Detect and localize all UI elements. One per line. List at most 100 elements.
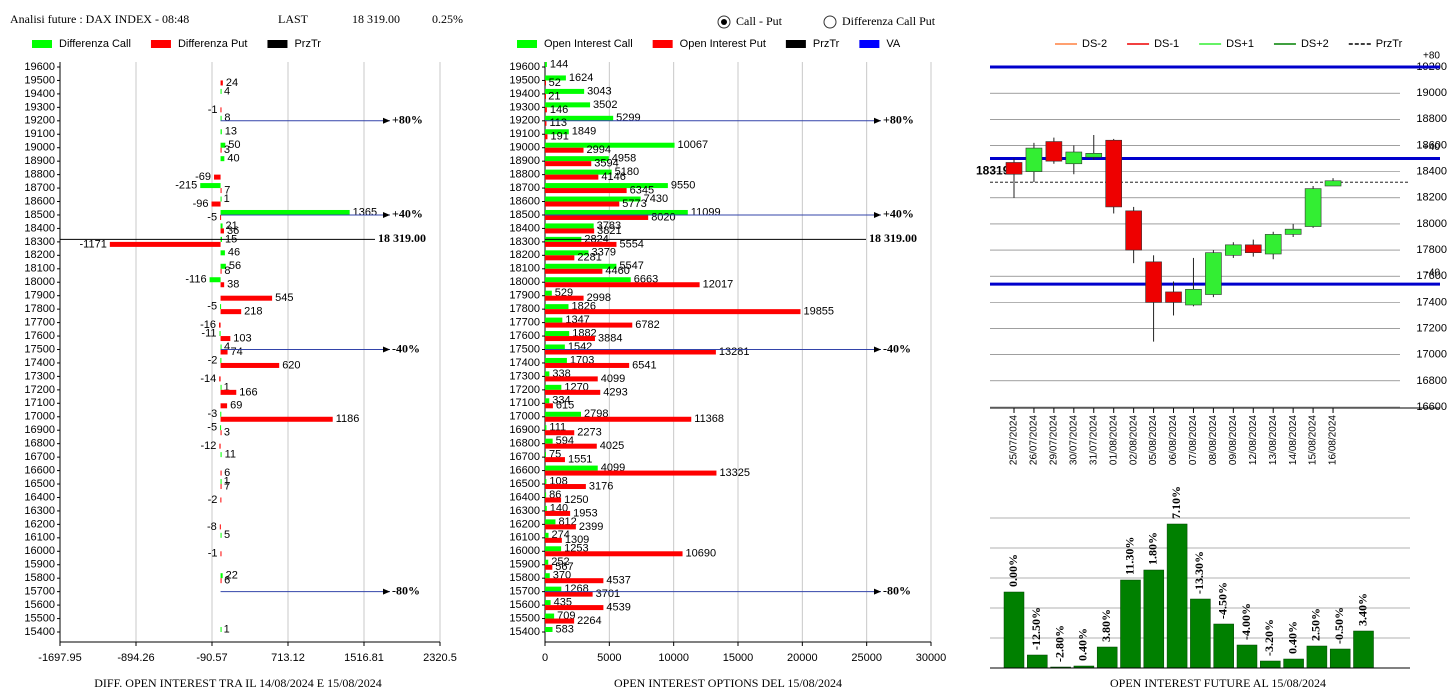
bar	[220, 188, 222, 194]
bar	[220, 268, 222, 274]
bar	[545, 161, 592, 167]
value-label: 103	[233, 332, 251, 344]
bar	[545, 532, 549, 538]
bar	[545, 290, 552, 296]
y-tick-label: 17500	[509, 343, 540, 355]
radio-diff[interactable]: Differenza Call Put	[823, 14, 936, 29]
bar	[545, 331, 570, 337]
bar	[220, 479, 222, 485]
level-label: +40%	[392, 207, 423, 221]
bar	[220, 250, 225, 256]
radio-call-put[interactable]: Call - Put	[717, 14, 783, 29]
y-tick-label: 19100	[509, 128, 540, 140]
value-label: 1551	[568, 454, 592, 466]
value-label: -16	[200, 319, 216, 331]
value-label: 5180	[615, 166, 639, 178]
value-label: 4146	[601, 171, 625, 183]
value-label: 2994	[587, 144, 611, 156]
bar	[219, 524, 221, 530]
bar	[545, 546, 562, 552]
y-tick-label: 16400	[509, 491, 540, 503]
x-tick-label: -90.57	[196, 652, 227, 664]
bar	[545, 465, 598, 471]
y-tick-label: 17400	[24, 357, 55, 369]
radio-label[interactable]: Call - Put	[736, 14, 783, 28]
bar	[219, 376, 221, 382]
bar	[545, 80, 546, 86]
value-label: 7	[224, 184, 230, 196]
y-tick-label: 17300	[24, 370, 55, 382]
bar	[220, 357, 222, 363]
candle-body	[1205, 252, 1222, 295]
value-label: 52	[549, 77, 561, 89]
legend-swatch	[32, 40, 52, 48]
bar	[545, 627, 553, 632]
value-label: 166	[239, 386, 257, 398]
x-tick-label: 15000	[723, 652, 754, 664]
y-tick-label: 15700	[509, 586, 540, 598]
y-tick-label: 19200	[24, 115, 55, 127]
y-tick-label: 15400	[24, 626, 55, 638]
bar	[220, 282, 225, 288]
value-label: 36	[227, 225, 239, 237]
bar	[545, 479, 547, 485]
value-label: 22	[226, 570, 238, 582]
bar	[545, 317, 563, 323]
bar	[220, 115, 222, 121]
y-tick-label: 18800	[24, 169, 55, 181]
x-tick-label: 713.12	[271, 652, 305, 664]
change-label: 0.40%	[1076, 628, 1090, 661]
radio-label[interactable]: Differenza Call Put	[842, 14, 936, 28]
value-label: 3783	[597, 220, 621, 232]
y-tick-label: 16000	[24, 545, 55, 557]
legend-swatch	[785, 40, 806, 48]
bar	[545, 591, 593, 597]
value-label: 3379	[591, 247, 615, 259]
x-tick-label: 16/08/2024	[1328, 415, 1339, 465]
value-label: 3	[224, 427, 230, 439]
bar	[545, 336, 595, 342]
bar	[1027, 654, 1048, 669]
level-label: +80%	[392, 113, 423, 127]
bar	[545, 559, 549, 565]
y-tick-label: 16100	[509, 532, 540, 544]
bar	[220, 228, 224, 234]
bar	[1096, 646, 1118, 669]
bar	[220, 627, 222, 632]
value-label: 191	[550, 131, 568, 143]
y-tick-label: 17800	[24, 303, 55, 315]
y-tick-label: 18700	[24, 182, 55, 194]
value-label: -1	[208, 548, 218, 560]
y-tick-label: 17400	[509, 357, 540, 369]
bar	[545, 416, 692, 422]
radio[interactable]	[823, 15, 837, 29]
y-tick-label: 15600	[24, 599, 55, 611]
value-label: -11	[201, 327, 216, 339]
y-tick-label: 15800	[509, 572, 540, 584]
y-tick-label: 18100	[509, 263, 540, 275]
legend-label: Differenza Call	[59, 38, 131, 50]
y-tick-label: 18100	[24, 263, 55, 275]
y-tick-label: 18200	[1416, 192, 1447, 204]
y-tick-label: 19100	[24, 128, 55, 140]
chart-title: OPEN INTEREST OPTIONS DEL 15/08/2024	[614, 676, 842, 690]
bar	[545, 613, 555, 619]
value-label: 1	[224, 193, 230, 205]
value-label: 69	[230, 400, 242, 412]
value-label: 218	[244, 306, 262, 318]
bar	[220, 344, 222, 350]
y-tick-label: 16600	[1416, 401, 1447, 413]
value-label: 545	[275, 292, 293, 304]
legend-label: Differenza Put	[178, 38, 248, 50]
change-label: 3.80%	[1099, 609, 1113, 642]
x-tick-label: 14/08/2024	[1288, 415, 1299, 465]
y-tick-label: 16800	[1416, 375, 1447, 387]
bar	[1143, 569, 1165, 669]
x-tick-label: -894.26	[117, 652, 154, 664]
bar	[219, 331, 221, 337]
bar	[545, 107, 547, 113]
prztr-label: 18 319.00	[378, 231, 426, 245]
change-label: -3.20%	[1262, 619, 1276, 656]
value-label: 38	[227, 279, 239, 291]
legend-swatch	[150, 40, 171, 48]
